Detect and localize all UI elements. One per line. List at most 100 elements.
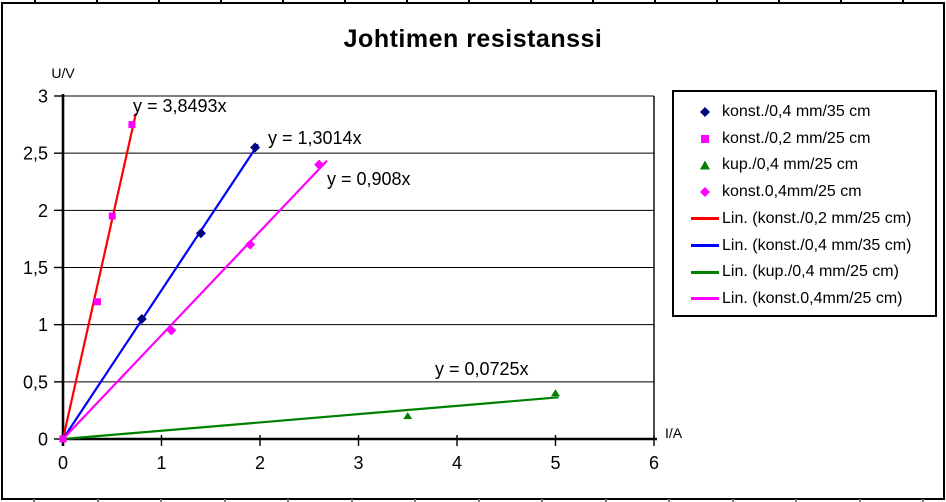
legend-item[interactable]: konst./0,4 mm/35 cm (688, 102, 931, 122)
sheet-column-tick (350, 499, 353, 502)
legend-swatch (688, 244, 722, 248)
sheet-column-tick (795, 499, 797, 502)
x-tick-label: 4 (452, 453, 462, 473)
legend-item[interactable]: konst.0,4mm/25 cm (688, 182, 931, 202)
data-point-diamond[interactable] (195, 228, 206, 239)
trendline[interactable] (62, 396, 559, 441)
sheet-column-tick (96, 499, 99, 502)
sheet-column-tick (406, 0, 408, 3)
data-point-diamond[interactable] (166, 325, 177, 336)
legend-swatch (688, 186, 722, 198)
x-tick-label: 2 (255, 453, 265, 473)
y-tick-label: 0,5 (23, 372, 48, 392)
legend-item[interactable]: Lin. (konst.0,4mm/25 cm) (688, 289, 931, 309)
sheet-column-tick (778, 0, 780, 3)
legend-swatch (688, 159, 722, 171)
sheet-column-tick (468, 0, 470, 3)
y-tick-label: 1,5 (23, 258, 48, 278)
x-axis-title: I/A (665, 425, 683, 441)
legend-swatch (688, 217, 722, 221)
data-point-square[interactable] (93, 298, 101, 306)
sheet-column-tick (541, 499, 543, 502)
sheet-column-tick (716, 0, 718, 3)
trendline[interactable] (62, 160, 328, 440)
data-point-diamond[interactable] (250, 142, 261, 153)
y-tick-label: 0 (38, 430, 48, 450)
x-tick-label: 0 (58, 453, 68, 473)
trendline[interactable] (61, 113, 137, 440)
x-tick-label: 3 (353, 453, 363, 473)
trendline[interactable] (62, 143, 259, 440)
legend-label: kup./0,4 mm/25 cm (722, 156, 859, 174)
sheet-column-tick (33, 499, 35, 502)
legend-label: Lin. (kup./0,4 mm/25 cm) (722, 263, 899, 281)
sheet-column-tick (654, 0, 656, 3)
data-point-square[interactable] (59, 435, 67, 443)
trendline-equation: y = 0,908x (327, 169, 411, 189)
data-point-triangle[interactable] (403, 412, 413, 420)
legend-swatch (688, 297, 722, 301)
sheet-column-tick (344, 0, 346, 3)
legend-item[interactable]: Lin. (kup./0,4 mm/25 cm) (688, 262, 931, 282)
y-tick-label: 2,5 (23, 144, 48, 164)
data-point-triangle[interactable] (551, 389, 560, 397)
y-tick-label: 2 (38, 201, 48, 221)
trendline-equation: y = 0,0725x (435, 359, 529, 379)
sheet-column-tick (668, 499, 670, 502)
legend-line-swatch (691, 297, 719, 301)
legend-swatch (688, 270, 722, 274)
data-point-square[interactable] (128, 121, 136, 129)
x-tick-label: 1 (156, 453, 166, 473)
y-tick-label: 1 (38, 315, 48, 335)
legend-item[interactable]: konst./0,2 mm/25 cm (688, 129, 931, 149)
legend-label: Lin. (konst./0,4 mm/35 cm) (722, 236, 912, 254)
sheet-column-tick (922, 499, 924, 502)
legend-line-swatch (691, 217, 719, 221)
legend-label: konst./0,4 mm/35 cm (722, 103, 871, 120)
legend-triangle-swatch (700, 160, 710, 170)
sheet-column-tick (604, 499, 607, 502)
trendline-equation: y = 3,8493x (133, 96, 227, 116)
y-tick-label: 3 (38, 87, 48, 107)
sheet-column-tick (414, 499, 416, 502)
y-axis-title: U/V (51, 65, 75, 81)
legend-label: konst.0,4mm/25 cm (722, 183, 862, 201)
legend-square-swatch (701, 134, 709, 143)
sheet-column-tick (160, 499, 162, 502)
sheet-column-tick (902, 0, 904, 3)
sheet-column-tick (731, 499, 734, 502)
legend-label: Lin. (konst./0,2 mm/25 cm) (722, 209, 912, 227)
legend-label: Lin. (konst.0,4mm/25 cm) (722, 289, 903, 307)
sheet-column-tick (530, 0, 532, 3)
legend[interactable]: konst./0,4 mm/35 cm konst./0,2 mm/25 cm ku… (672, 90, 937, 317)
sheet-column-tick (858, 499, 861, 502)
legend-item[interactable]: Lin. (konst./0,4 mm/35 cm) (688, 236, 931, 256)
legend-line-swatch (691, 270, 719, 274)
data-point-diamond[interactable] (245, 239, 256, 250)
sheet-column-tick (287, 499, 289, 502)
data-point-diamond[interactable] (314, 159, 325, 170)
legend-item[interactable]: Lin. (konst./0,2 mm/25 cm) (688, 209, 931, 229)
sheet-column-tick (477, 499, 480, 502)
sheet-column-tick (282, 0, 284, 3)
sheet-column-tick (34, 0, 36, 3)
sheet-column-tick (592, 0, 594, 3)
x-tick-label: 5 (550, 453, 560, 473)
data-point-square[interactable] (108, 212, 116, 220)
legend-line-swatch (691, 244, 719, 248)
x-tick-label: 6 (649, 453, 659, 473)
sheet-column-tick (96, 0, 98, 3)
sheet-column-tick (220, 0, 222, 3)
data-point-diamond[interactable] (136, 313, 147, 324)
legend-diamond-swatch (700, 187, 710, 198)
sheet-column-tick (158, 0, 160, 3)
legend-diamond-swatch (700, 107, 710, 117)
chart-title: Johtimen resistanssi (343, 25, 603, 53)
legend-swatch (688, 133, 722, 145)
sheet-column-tick (223, 499, 226, 502)
legend-item[interactable]: kup./0,4 mm/25 cm (688, 155, 931, 175)
sheet-column-tick (840, 0, 842, 3)
legend-swatch (688, 106, 722, 118)
